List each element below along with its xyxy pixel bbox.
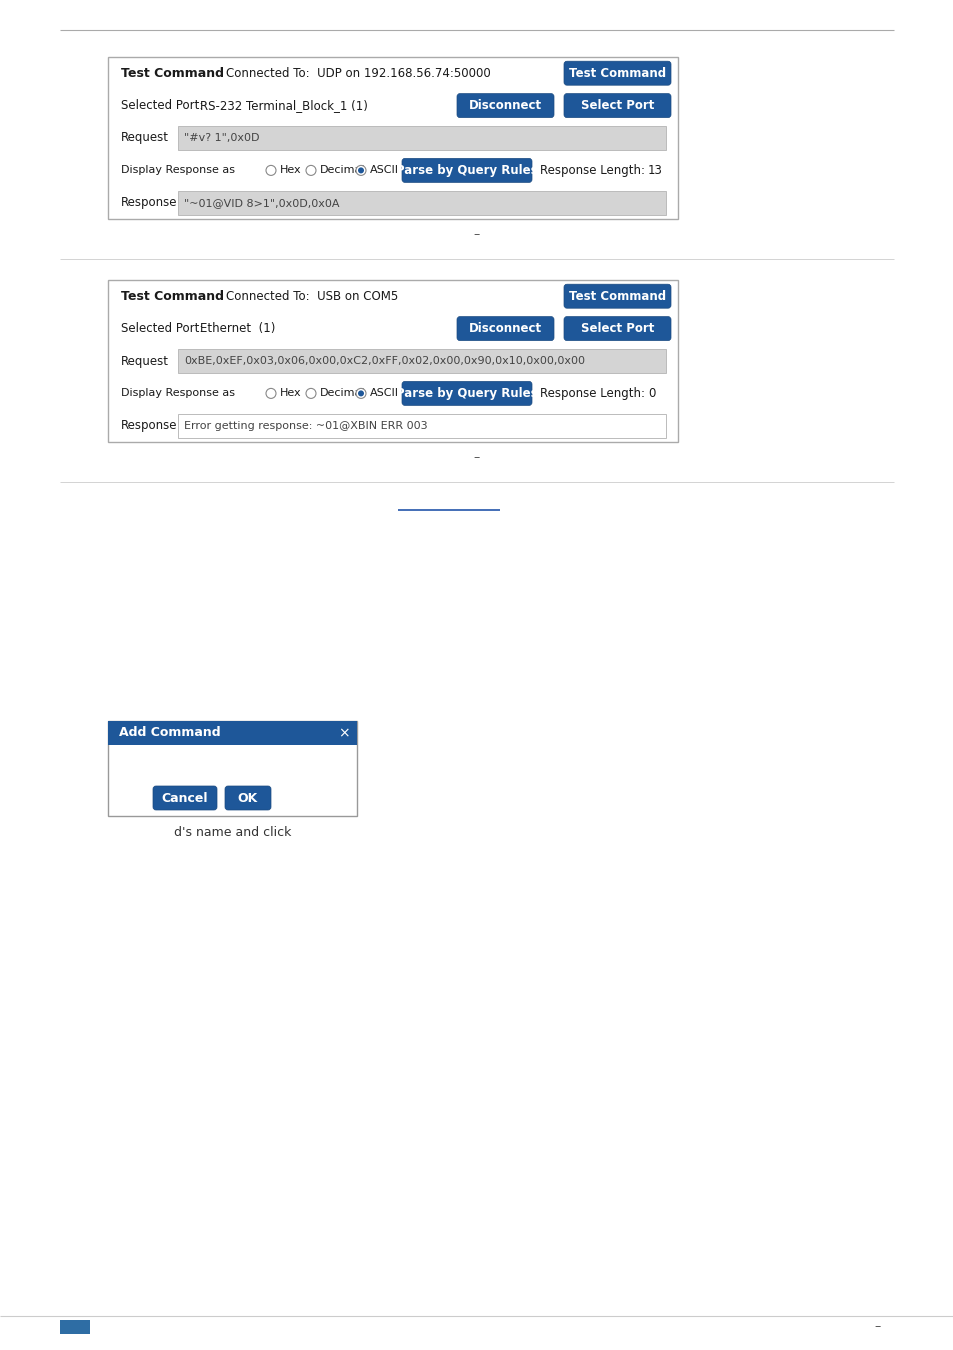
Text: Decimal: Decimal — [319, 166, 365, 176]
Text: Test Command: Test Command — [121, 290, 224, 302]
FancyBboxPatch shape — [225, 786, 271, 810]
Text: Selected Port:: Selected Port: — [121, 99, 203, 112]
Bar — [108, 279, 678, 441]
Text: |: | — [122, 759, 126, 771]
Text: 0: 0 — [647, 387, 655, 400]
FancyBboxPatch shape — [563, 285, 670, 308]
Text: Hex: Hex — [280, 389, 301, 398]
Text: Select Port: Select Port — [580, 99, 654, 112]
Circle shape — [266, 166, 275, 176]
FancyBboxPatch shape — [456, 317, 554, 340]
FancyBboxPatch shape — [563, 317, 670, 340]
FancyBboxPatch shape — [456, 93, 554, 117]
Bar — [108, 57, 678, 219]
Circle shape — [266, 389, 275, 398]
Circle shape — [306, 166, 315, 176]
Text: Response Length:: Response Length: — [539, 163, 644, 177]
Text: Error getting response: ~01@XBIN ERR 003: Error getting response: ~01@XBIN ERR 003 — [184, 421, 427, 431]
FancyBboxPatch shape — [401, 382, 532, 405]
Text: Ethernet  (1): Ethernet (1) — [200, 323, 275, 335]
Text: 0xBE,0xEF,0x03,0x06,0x00,0xC2,0xFF,0x02,0x00,0x90,0x10,0x00,0x00: 0xBE,0xEF,0x03,0x06,0x00,0xC2,0xFF,0x02,… — [184, 356, 584, 366]
Bar — [108, 721, 356, 815]
Text: Connected To:  USB on COM5: Connected To: USB on COM5 — [226, 290, 397, 302]
Text: OK: OK — [237, 791, 258, 805]
Text: Connected To:  UDP on 192.168.56.74:50000: Connected To: UDP on 192.168.56.74:50000 — [226, 66, 490, 80]
Text: Response: Response — [121, 420, 177, 432]
Text: Parse by Query Rules: Parse by Query Rules — [395, 163, 537, 177]
Circle shape — [357, 167, 364, 173]
Circle shape — [357, 390, 364, 397]
Text: Test Command: Test Command — [568, 66, 665, 80]
Text: Parse by Query Rules: Parse by Query Rules — [395, 387, 537, 400]
Text: Decimal: Decimal — [319, 389, 365, 398]
Text: Select Port: Select Port — [580, 323, 654, 335]
Text: RS-232 Terminal_Block_1 (1): RS-232 Terminal_Block_1 (1) — [200, 99, 368, 112]
Text: "#v? 1",0x0D: "#v? 1",0x0D — [184, 134, 259, 143]
Text: ASCII: ASCII — [370, 389, 398, 398]
Text: –: – — [474, 451, 479, 464]
Circle shape — [355, 389, 366, 398]
Bar — [116, 753, 349, 778]
FancyBboxPatch shape — [152, 786, 216, 810]
Text: –: – — [474, 228, 479, 242]
Text: Display Response as: Display Response as — [121, 166, 234, 176]
Text: Test Command: Test Command — [568, 290, 665, 302]
Bar — [178, 126, 665, 150]
Bar — [178, 414, 665, 437]
Text: Cancel: Cancel — [162, 791, 208, 805]
Text: 13: 13 — [647, 163, 662, 177]
Text: Response Length:: Response Length: — [539, 387, 644, 400]
FancyBboxPatch shape — [563, 93, 670, 117]
FancyBboxPatch shape — [401, 158, 532, 182]
Text: Disconnect: Disconnect — [469, 323, 541, 335]
Text: Request: Request — [121, 131, 169, 144]
Text: ASCII: ASCII — [370, 166, 398, 176]
Text: ×: × — [337, 726, 350, 740]
Text: –: – — [874, 1320, 881, 1334]
Bar — [108, 721, 356, 745]
Text: Test Command: Test Command — [121, 66, 224, 80]
FancyBboxPatch shape — [563, 61, 670, 85]
Circle shape — [306, 389, 315, 398]
Text: Display Response as: Display Response as — [121, 389, 234, 398]
Text: d's name and click: d's name and click — [173, 825, 291, 838]
Text: Hex: Hex — [280, 166, 301, 176]
Text: Request: Request — [121, 355, 169, 367]
Text: Add Command: Add Command — [119, 726, 220, 740]
Bar — [60, 1320, 90, 1334]
Bar — [178, 350, 665, 373]
Bar — [178, 190, 665, 215]
Text: Selected Port:: Selected Port: — [121, 323, 203, 335]
Text: Disconnect: Disconnect — [469, 99, 541, 112]
Text: Response: Response — [121, 196, 177, 209]
Circle shape — [355, 166, 366, 176]
Text: "~01@VID 8>1",0x0D,0x0A: "~01@VID 8>1",0x0D,0x0A — [184, 198, 339, 208]
